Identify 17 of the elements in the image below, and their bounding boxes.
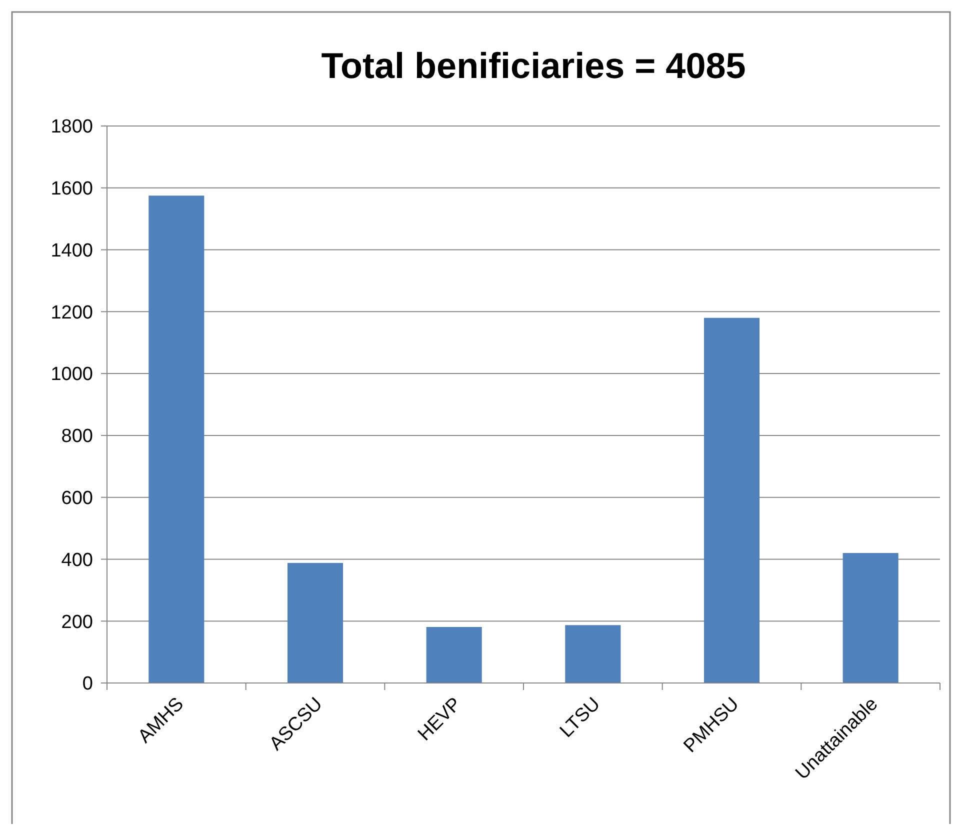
bar — [565, 625, 621, 683]
y-tick-label: 600 — [61, 488, 93, 509]
bar — [287, 562, 344, 683]
y-tick-label: 1600 — [50, 178, 93, 200]
y-tick-label: 200 — [61, 612, 93, 633]
y-tick-label: 1400 — [50, 240, 93, 262]
bar — [704, 318, 760, 683]
y-tick-label: 800 — [61, 426, 93, 448]
chart-title: Total benificiaries = 4085 — [321, 45, 746, 86]
y-tick-label: 400 — [61, 550, 93, 571]
y-tick-label: 1800 — [50, 116, 93, 138]
y-tick-label: 1200 — [50, 302, 93, 324]
y-tick-label: 1000 — [50, 364, 93, 386]
bar — [148, 196, 204, 683]
bar — [842, 553, 898, 683]
bar — [426, 626, 482, 683]
y-tick-label: 0 — [82, 674, 93, 695]
